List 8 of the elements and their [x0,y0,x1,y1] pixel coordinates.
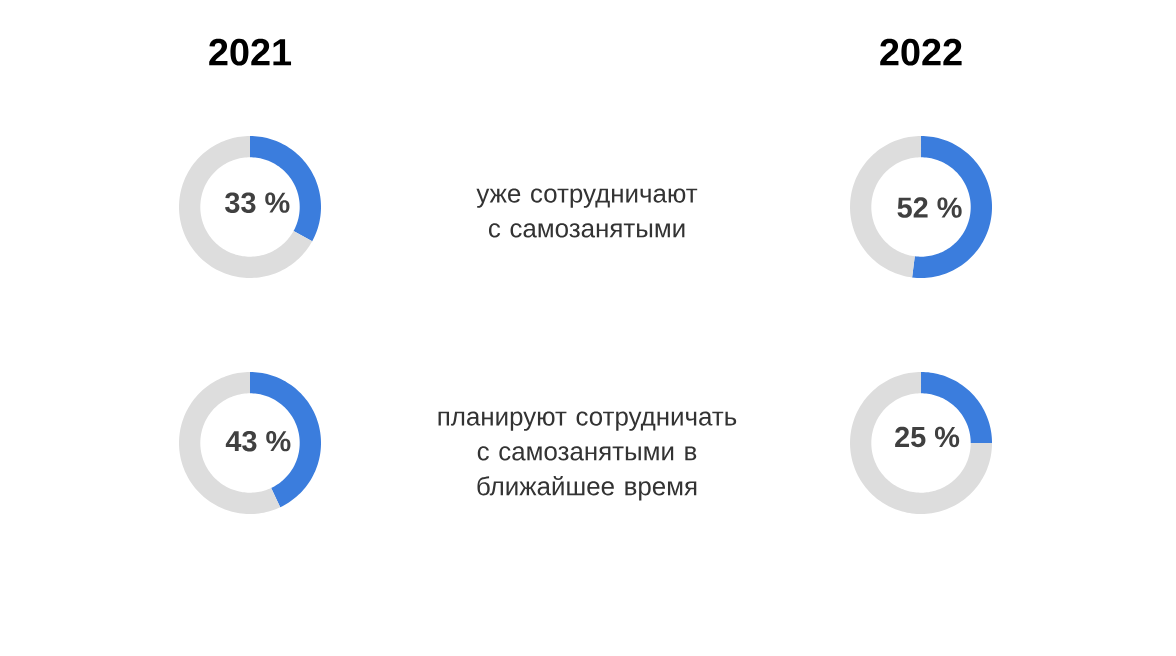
text: уже сотрудничают с самозанятыми [476,188,698,238]
data-label: 33 % [225,192,290,213]
chart-title: 2022 [880,38,962,66]
data-label: 52 % [897,197,962,218]
data-label: 43 % [225,430,291,452]
chart-title: 2021 [209,38,292,66]
data-label: 25 % [895,426,960,448]
text: планируют сотрудничать с самозанятыми в ближайшее время [438,411,737,501]
